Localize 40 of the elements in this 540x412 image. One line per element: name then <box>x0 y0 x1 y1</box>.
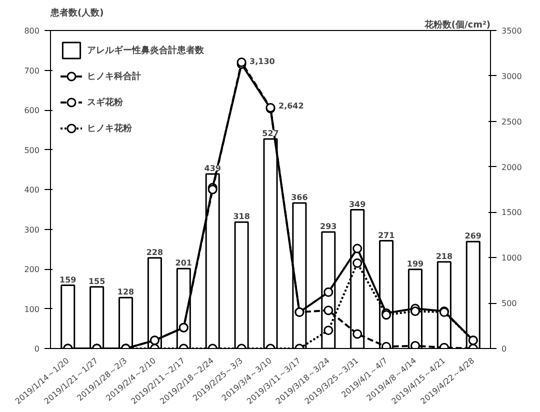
data-label: 293 <box>320 222 337 232</box>
data-label: 159 <box>60 275 77 284</box>
data-label: 2,642 <box>278 101 304 110</box>
data-label: 3,130 <box>250 57 276 66</box>
y2-tick-label: 3500 <box>502 26 522 36</box>
y2-tick-label: 0 <box>502 344 507 354</box>
y2-tick-label: 2500 <box>502 117 522 126</box>
data-label: 201 <box>175 258 192 268</box>
y-tick-label: 500 <box>24 146 40 155</box>
y2-tick-label: 1000 <box>502 254 522 263</box>
data-label: 228 <box>146 248 164 257</box>
data-label: 199 <box>406 259 424 268</box>
y-axis-title: 患者数(人数) <box>50 8 104 18</box>
y-tick-label: 100 <box>24 304 40 314</box>
y-tick-label: 0 <box>34 344 40 354</box>
legend-label: ヒノキ花粉 <box>87 122 132 134</box>
y-tick-label: 700 <box>24 66 40 76</box>
legend-label: ヒノキ科合計 <box>87 70 141 82</box>
y2-axis-title: 花粉数(個/cm²) <box>423 20 491 30</box>
data-label: 128 <box>117 288 135 297</box>
y2-tick-label: 2000 <box>502 162 522 172</box>
data-label: 439 <box>204 164 222 173</box>
y-tick-label: 200 <box>24 265 40 274</box>
data-label: 269 <box>464 232 482 241</box>
y2-tick-label: 3000 <box>502 72 522 81</box>
legend-label: スギ花粉 <box>87 96 123 108</box>
data-label: 527 <box>262 129 279 138</box>
data-label: 366 <box>291 193 308 202</box>
data-label: 349 <box>348 200 366 209</box>
y-tick-label: 600 <box>24 106 40 115</box>
data-label: 271 <box>378 230 396 240</box>
data-label: 155 <box>88 276 106 286</box>
y2-tick-label: 500 <box>502 299 517 308</box>
y-tick-label: 300 <box>24 225 40 234</box>
y-tick-label: 800 <box>24 26 40 36</box>
data-label: 318 <box>233 212 250 222</box>
y-tick-label: 400 <box>24 186 40 194</box>
y2-tick-label: 1500 <box>502 208 522 218</box>
data-label: 218 <box>436 252 453 261</box>
legend-label: アレルギー性鼻炎合計患者数 <box>87 44 204 56</box>
